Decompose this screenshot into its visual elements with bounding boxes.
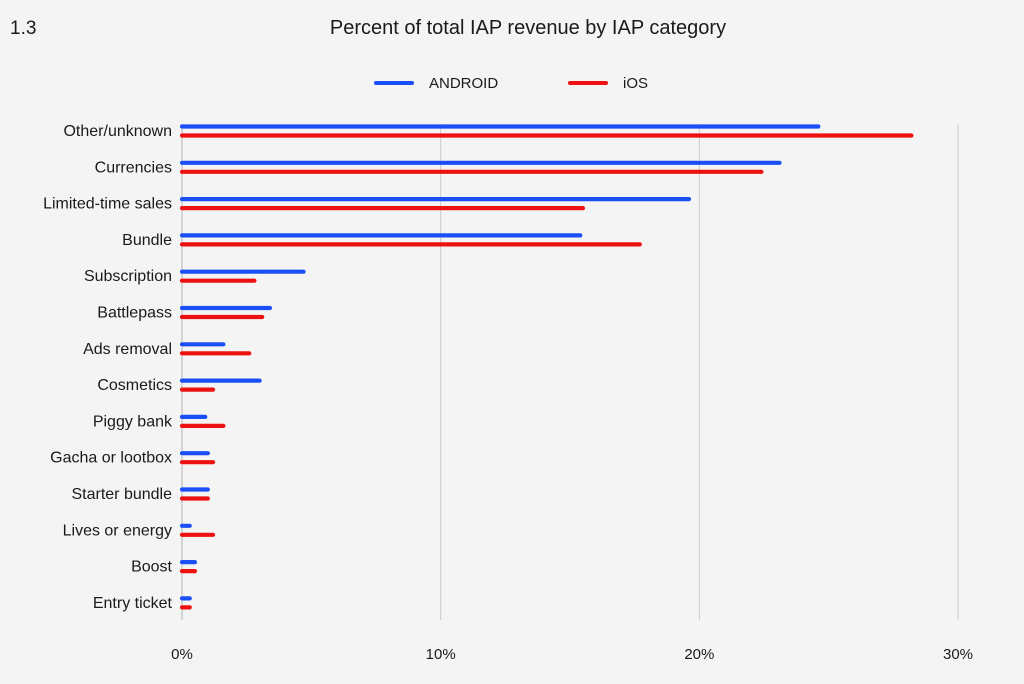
x-tick-label-0: 0% <box>171 646 193 663</box>
category-label: Gacha or lootbox <box>50 450 172 467</box>
category-label: Piggy bank <box>93 413 173 430</box>
x-tick-label-10: 10% <box>426 646 456 663</box>
category-label: Starter bundle <box>71 486 172 503</box>
category-label: Boost <box>131 559 172 576</box>
category-label: Currencies <box>95 159 172 176</box>
x-tick-label-30: 30% <box>943 646 973 663</box>
figure-number: 1.3 <box>10 18 37 39</box>
category-label: Lives or energy <box>63 522 172 539</box>
category-label: Subscription <box>84 268 172 285</box>
category-label: Bundle <box>122 232 172 249</box>
category-label: Entry ticket <box>93 595 173 612</box>
category-label: Cosmetics <box>97 377 172 394</box>
legend-android-label: ANDROID <box>429 75 498 92</box>
chart-title: Percent of total IAP revenue by IAP cate… <box>330 17 726 39</box>
category-label: Other/unknown <box>63 123 172 140</box>
category-label: Ads removal <box>83 341 172 358</box>
category-label: Limited-time sales <box>43 196 172 213</box>
x-tick-label-20: 20% <box>684 646 714 663</box>
category-label: Battlepass <box>97 305 172 322</box>
legend-ios-label: iOS <box>623 75 648 92</box>
